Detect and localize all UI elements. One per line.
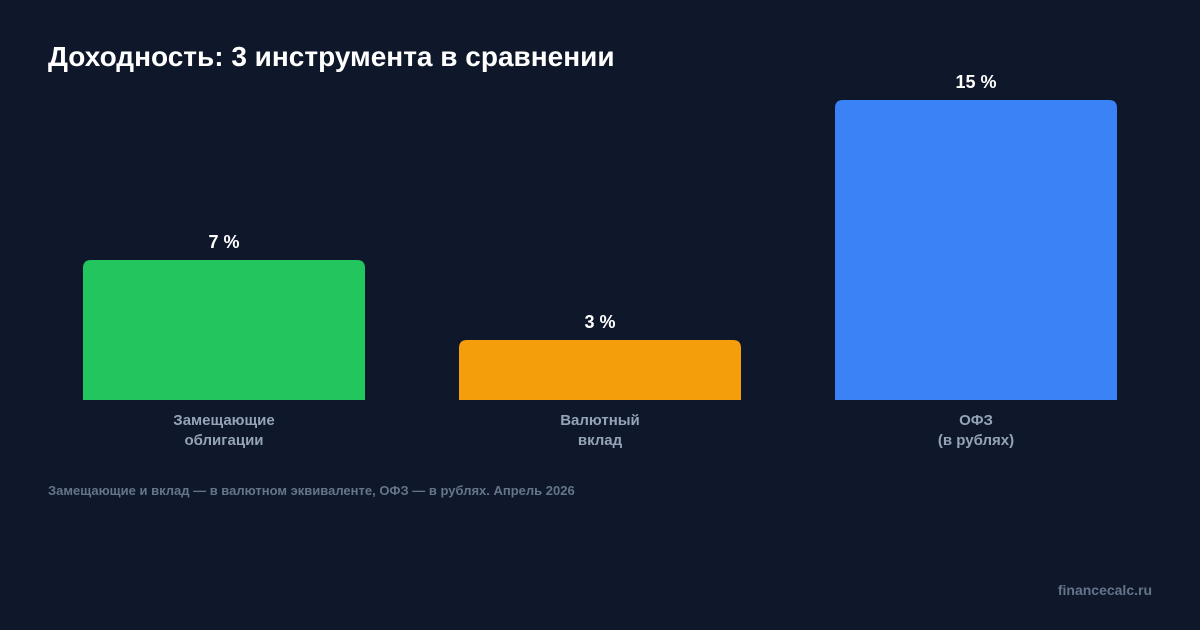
x-tick-label: ОФЗ <box>959 412 993 429</box>
x-tick-label: вклад <box>578 432 623 449</box>
value-label: 3 % <box>584 312 615 332</box>
value-label: 15 % <box>955 72 996 92</box>
value-label: 7 % <box>208 232 239 252</box>
x-tick-label: (в рублях) <box>938 432 1014 449</box>
x-tick-label: Замещающие <box>173 412 274 429</box>
footnote: Замещающие и вклад — в валютном эквивале… <box>48 483 575 498</box>
x-tick-label: Валютный <box>560 412 640 429</box>
bar <box>459 340 741 400</box>
source: financecalc.ru <box>1058 582 1152 598</box>
bar <box>83 260 365 400</box>
x-tick-label: облигации <box>184 432 263 449</box>
chart-title: Доходность: 3 инструмента в сравнении <box>48 41 615 72</box>
bar <box>835 100 1117 400</box>
